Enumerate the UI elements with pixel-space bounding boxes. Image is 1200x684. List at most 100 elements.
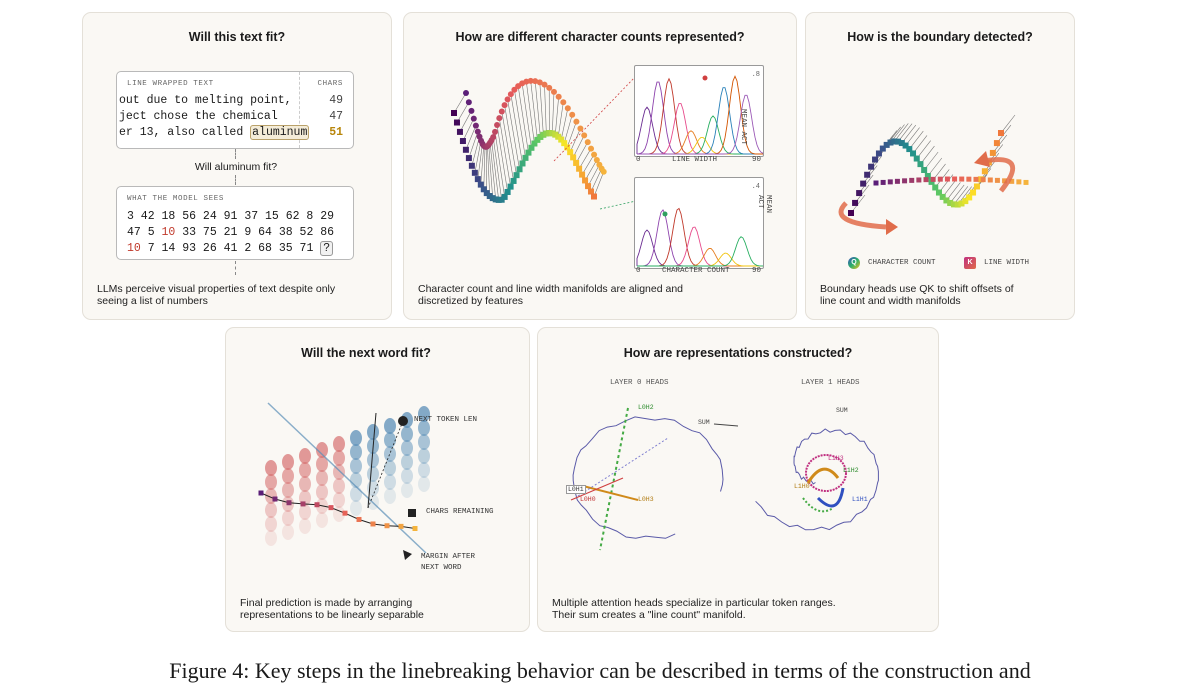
distribution-blob	[316, 512, 328, 528]
manifold-point	[917, 161, 923, 167]
manifold-point	[466, 155, 472, 161]
token-row: 3 42 18 56 24 91 37 15 62 8 29	[127, 210, 334, 223]
manifold-point	[468, 108, 474, 114]
chars-count: 49	[329, 94, 343, 107]
manifold-point	[496, 115, 502, 121]
distribution-blob	[384, 474, 396, 490]
manifold-point	[577, 125, 583, 131]
connector	[235, 261, 236, 275]
manifold-point	[569, 112, 575, 118]
chars-count: 51	[329, 126, 343, 139]
separation-plot	[226, 328, 531, 633]
token-row: 10 7 14 93 26 41 2 68 35 71 ?	[127, 242, 333, 255]
manifold-point	[499, 108, 505, 114]
manifold-point	[582, 177, 588, 183]
distribution-blob	[418, 476, 430, 492]
activation-curve	[637, 248, 763, 266]
manifold-point	[451, 110, 457, 116]
manifold-point	[508, 184, 514, 190]
manifold-point	[565, 105, 571, 111]
distribution-blob	[282, 468, 294, 484]
trajectory-point	[371, 521, 376, 526]
ymax-label: .4	[752, 183, 760, 191]
plot1-xlabel: LINE WIDTH	[672, 156, 717, 164]
manifold-point	[852, 200, 858, 206]
manifold-point	[466, 99, 472, 105]
trajectory-point	[329, 505, 334, 510]
activation-curve	[637, 210, 763, 266]
distribution-blob	[384, 460, 396, 476]
manifold-point	[581, 132, 587, 138]
distribution-blob	[350, 444, 362, 460]
trajectory-point	[315, 502, 320, 507]
trajectory-point	[399, 524, 404, 529]
boundary-point	[945, 177, 950, 182]
label-l0h0: L0H0	[580, 496, 596, 503]
distribution-blob	[265, 474, 277, 490]
plot2-xmax: 90	[752, 267, 761, 275]
unknown-token: ?	[320, 241, 333, 256]
manifold-point	[970, 190, 976, 196]
manifold-point	[868, 164, 874, 170]
manifold-point	[505, 96, 511, 102]
distribution-blob	[265, 516, 277, 532]
manifold-point	[570, 154, 576, 160]
trajectory-point	[301, 501, 306, 506]
manifold-point	[520, 160, 526, 166]
distribution-blob	[350, 458, 362, 474]
label-sum-l0: SUM	[698, 419, 710, 426]
legend-character-count: CHARACTER COUNT	[868, 259, 936, 267]
manifold-point	[457, 129, 463, 135]
manifold-point	[490, 134, 496, 140]
manifold-point	[588, 146, 594, 152]
distribution-blob	[316, 470, 328, 486]
distribution-blob	[299, 448, 311, 464]
boundary-point	[874, 181, 879, 186]
caption: LLMs perceive visual properties of text …	[97, 283, 335, 307]
label-l0h1: L0H1	[566, 485, 586, 494]
trajectory-point	[413, 526, 418, 531]
distribution-blob	[350, 500, 362, 516]
boundary-point	[881, 180, 886, 185]
label-l1h1: L1H1	[852, 496, 868, 503]
distribution-blob	[418, 434, 430, 450]
distribution-blob	[384, 432, 396, 448]
line-wrapped-text-box: LINE WRAPPED TEXT CHARS out due to melti…	[116, 71, 354, 149]
label-l0h2: L0H2	[638, 404, 654, 411]
manifold-point	[573, 119, 579, 125]
plot2-ylabel: MEAN ACT	[756, 195, 772, 219]
manifold-point	[591, 194, 597, 200]
manifold-point	[872, 157, 878, 163]
manifold-point	[848, 210, 854, 216]
panel-text-fit: Will this text fit? LINE WRAPPED TEXT CH…	[82, 12, 392, 320]
char-count-curves	[635, 178, 765, 270]
manifold-point	[856, 190, 862, 196]
manifold-point	[492, 129, 498, 135]
boundary-point	[988, 177, 993, 182]
panel-title: Will this text fit?	[83, 30, 391, 44]
manifold-point	[585, 139, 591, 145]
trajectory-point	[357, 517, 362, 522]
manifold-point	[551, 89, 557, 95]
distribution-blob	[299, 462, 311, 478]
caption: Boundary heads use QK to shift offsets o…	[820, 283, 1014, 307]
distribution-blob	[367, 466, 379, 482]
manifold-point	[556, 94, 562, 100]
caption: Multiple attention heads specialize in p…	[552, 597, 836, 621]
trajectory-point	[273, 497, 278, 502]
boundary-point	[1024, 180, 1029, 185]
manifold-point	[454, 120, 460, 126]
manifold-point	[567, 149, 573, 155]
boundary-point	[902, 178, 907, 183]
wrapped-line: er 13, also called aluminum	[119, 126, 309, 139]
manifold-point	[494, 122, 500, 128]
aluminum-word: aluminum	[250, 125, 309, 140]
wrapped-line: out due to melting point,	[119, 94, 292, 107]
boundary-point	[1016, 179, 1021, 184]
distribution-blob	[333, 478, 345, 494]
manifold-point	[998, 130, 1004, 136]
boundary-point	[995, 178, 1000, 183]
manifold-point	[573, 160, 579, 166]
manifold-point	[601, 169, 607, 175]
manifold-point	[990, 150, 996, 156]
